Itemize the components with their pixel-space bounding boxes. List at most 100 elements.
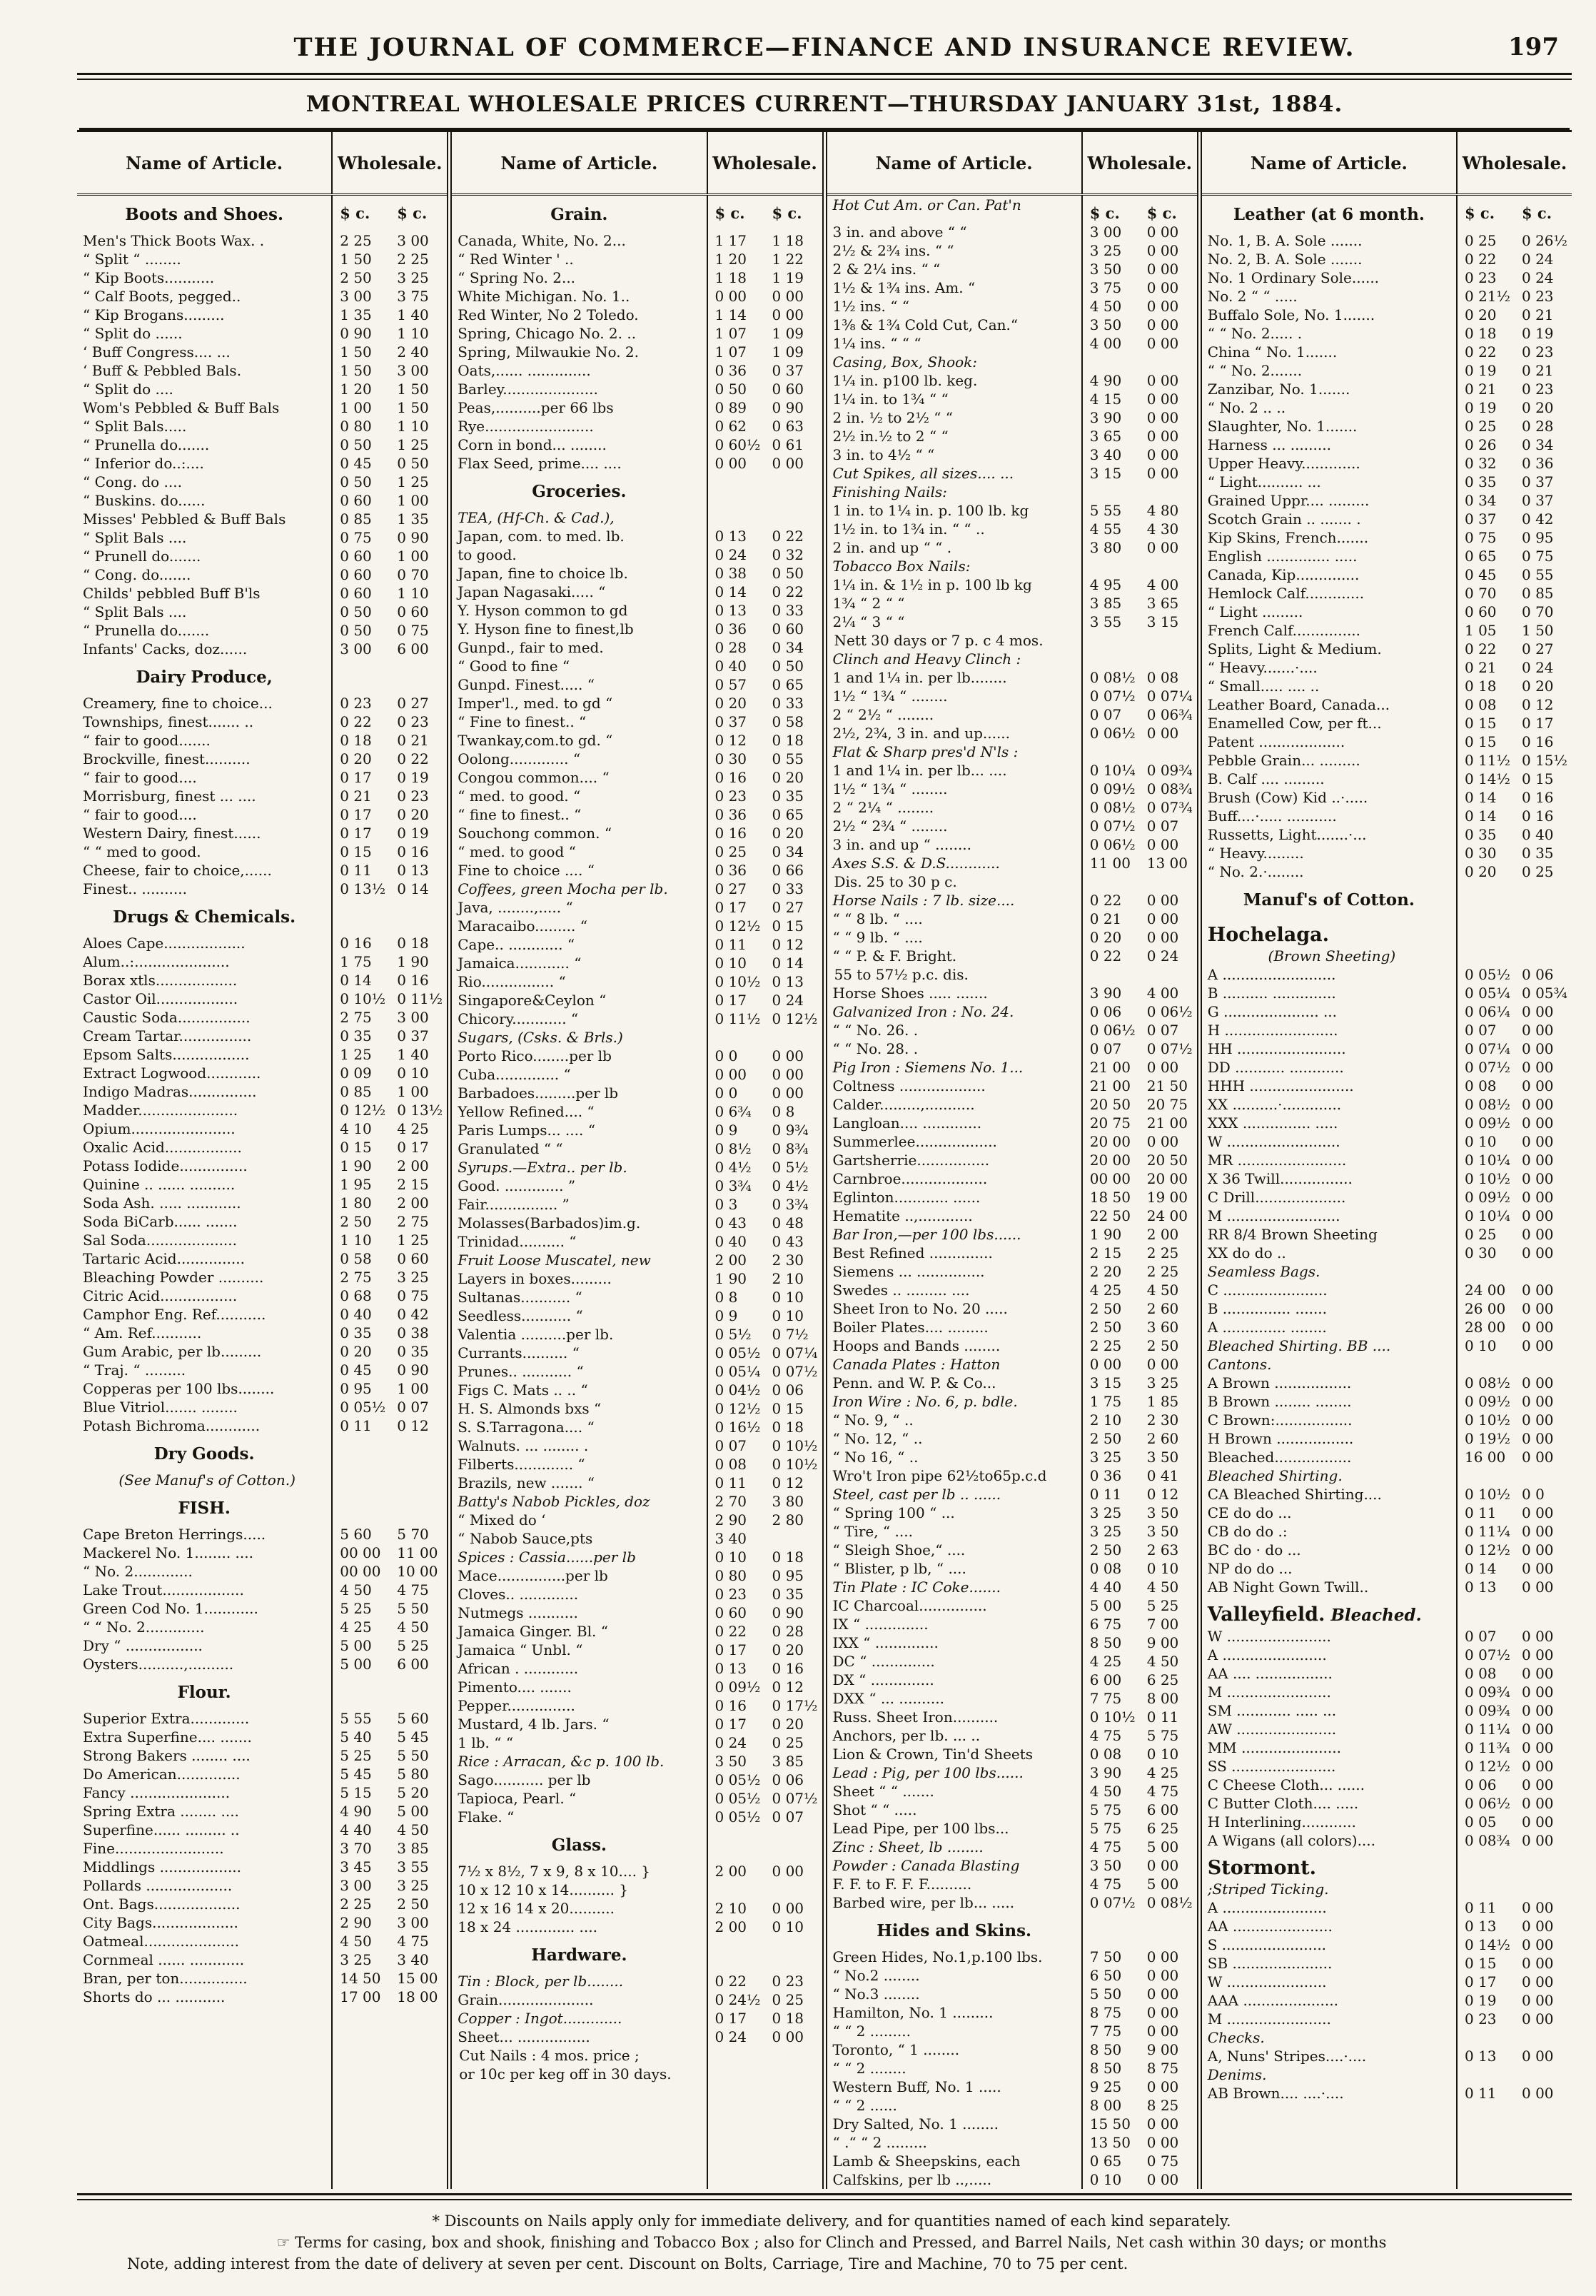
wholesale-prices: 0 16 0 18	[331, 934, 447, 952]
price-high: 0 38	[397, 1324, 429, 1341]
price-low: 0 40	[714, 658, 747, 675]
table-row: Peas,..........per 66 lbs 0 89 0 90	[452, 398, 822, 417]
article-name: 1 and 1¼ in. per lb... ....	[832, 762, 1007, 779]
wholesale-prices: 0 08½ 0 00	[1456, 1374, 1572, 1392]
price-low: 0 50	[340, 473, 372, 490]
price-high: 0 90	[397, 529, 429, 546]
wholesale-prices: 5 15 5 20	[331, 1783, 447, 1802]
price-low: 0 07	[1465, 1022, 1497, 1039]
table-row: Potash Bichroma............ 0 11 0 12	[77, 1416, 447, 1435]
price-low: 5 40	[340, 1728, 372, 1746]
price-high: 0 8	[772, 1103, 795, 1120]
price-low: 0 36	[1089, 1467, 1122, 1484]
price-low: 5 25	[340, 1600, 372, 1617]
article-name: Oysters..........,..........	[83, 1656, 234, 1673]
price-high: 0 25	[772, 1734, 804, 1751]
column-header: Name of Article. Wholesale.	[77, 132, 448, 196]
note-line-centered: (Brown Sheeting)	[1268, 947, 1396, 965]
price-low: 0 09½	[714, 1678, 761, 1696]
price-high: 0 18	[397, 935, 429, 952]
section-line: TEA, (Hf-Ch. & Cad.),	[452, 508, 822, 527]
article-name: “ Nabob Sauce,pts	[458, 1530, 593, 1547]
wholesale-prices: 0 11 0 13	[331, 861, 447, 880]
price-low: 0 37	[1465, 510, 1497, 528]
wholesale-prices: 5 75 6 00	[1081, 1801, 1197, 1819]
price-high: 5 25	[397, 1637, 429, 1654]
article-name: “ Kip Boots...........	[83, 269, 215, 286]
price-high: 0 24	[1522, 269, 1554, 286]
price-low: 5 50	[1089, 1985, 1122, 2003]
wholesale-prices: 2 10 2 30	[1081, 1411, 1197, 1429]
wholesale-prices: 2 50 2 75	[331, 1212, 447, 1231]
price-high: 0 25	[1522, 863, 1554, 880]
price-high: 0 16	[1522, 733, 1554, 750]
table-row: Soda Ash. ..... ............ 1 80 2 00	[77, 1194, 447, 1212]
price-low: 3 25	[1089, 242, 1122, 259]
article-name: Zinc : Sheet, lb ........	[832, 1838, 984, 1856]
table-row: “ Split Bals .... 0 50 0 60	[77, 603, 447, 621]
wholesale-prices: 0 37 0 58	[706, 713, 822, 731]
price-high: 1 00	[397, 548, 429, 565]
double-rule-top	[77, 73, 1572, 80]
table-row: RR 8/4 Brown Sheeting 0 25 0 00	[1202, 1225, 1572, 1244]
price-high: 1 50	[397, 381, 429, 398]
price-low: 3 40	[714, 1530, 747, 1547]
price-high: 0 09¾	[1146, 762, 1193, 779]
price-low: 3 85	[1089, 595, 1122, 612]
price-high: 2 50	[1146, 1337, 1179, 1354]
price-low: 0 18	[340, 732, 372, 749]
wholesale-prices: 0 45 0 55	[1456, 565, 1572, 584]
price-low: 0 06½	[1465, 1795, 1510, 1812]
subsection-label: TEA, (Hf-Ch. & Cad.),	[458, 509, 615, 526]
table-row: Citric Acid................. 0 68 0 75	[77, 1287, 447, 1305]
price-low: 0 11½	[714, 1010, 761, 1027]
price-low: 0 07	[714, 1437, 747, 1454]
price-low: 0 21	[1465, 659, 1497, 676]
wholesale-prices: 0 07 0 07½	[1081, 1039, 1197, 1058]
price-low: 4 90	[1089, 372, 1122, 389]
article-name: Bran, per ton...............	[83, 1970, 248, 1987]
table-row: “ Nabob Sauce,pts 3 40	[452, 1529, 822, 1548]
wholesale-prices: 0 20 0 22	[331, 750, 447, 768]
table-row: Upper Heavy............. 0 32 0 36	[1202, 454, 1572, 473]
price-high: 6 25	[1146, 1671, 1179, 1688]
price-high: 0 36	[1522, 455, 1554, 472]
wholesale-prices	[1081, 557, 1197, 575]
price-low: 0 05½	[1465, 966, 1510, 983]
price-low	[1083, 557, 1140, 575]
price-low: 0 6¾	[714, 1103, 752, 1120]
price-high: 0 17	[1522, 715, 1554, 732]
price-low: 3 55	[1089, 613, 1122, 630]
table-row: Canada Plates : Hatton 0 00 0 00	[827, 1355, 1197, 1374]
article-name: Brush (Cow) Kid ..·.....	[1207, 789, 1368, 806]
price-high: 0 58	[772, 713, 804, 730]
subsection-label: Seamless Bags.	[1207, 1263, 1320, 1280]
price-low	[1083, 742, 1140, 761]
article-name: “ Heavy.........	[1207, 845, 1304, 862]
article-name: Y. Hyson common to gd	[458, 602, 628, 619]
table-title: MONTREAL WHOLESALE PRICES CURRENT—THURSD…	[305, 91, 1343, 117]
table-row: Lead Pipe, per 100 lbs... 5 75 6 25	[827, 1819, 1197, 1838]
price-low: 3 80	[1089, 539, 1122, 556]
table-row: Superfine...... ......... .. 4 40 4 50	[77, 1821, 447, 1839]
price-high: 2 25	[397, 251, 429, 268]
article-name: Tin : Block, per lb........	[458, 1973, 624, 1990]
table-row: IC Charcoal............... 5 00 5 25	[827, 1596, 1197, 1615]
wholesale-prices: 3 55 3 15	[1081, 613, 1197, 631]
article-name: A Brown .................	[1207, 1374, 1352, 1391]
wholesale-prices: 2 15 2 25	[1081, 1244, 1197, 1262]
table-row: Quinine .. ...... .......... 1 95 2 15	[77, 1175, 447, 1194]
wholesale-prices: 0 12½ 0 00	[1456, 1757, 1572, 1776]
price-high: 0 70	[1522, 603, 1554, 620]
wholesale-prices: 0 11½ 0 15½	[1456, 751, 1572, 770]
section-line: (Brown Sheeting)	[1202, 947, 1572, 965]
article-name: Canada, White, No. 2...	[458, 232, 626, 249]
wholesale-prices: 0 36 0 41	[1081, 1466, 1197, 1485]
wholesale-prices	[1456, 2028, 1572, 2047]
price-high: 0 00	[1522, 1813, 1554, 1831]
wholesale-prices: 4 50 4 75	[331, 1932, 447, 1950]
table-row: ‘ Buff & Pebbled Bals. 1 50 3 00	[77, 361, 447, 380]
wholesale-prices: 0 06½ 0 07	[1081, 1021, 1197, 1039]
table-row: Western Buff, No. 1 ..... 9 25 0 00	[827, 2078, 1197, 2096]
filler-prices	[706, 2083, 822, 2189]
